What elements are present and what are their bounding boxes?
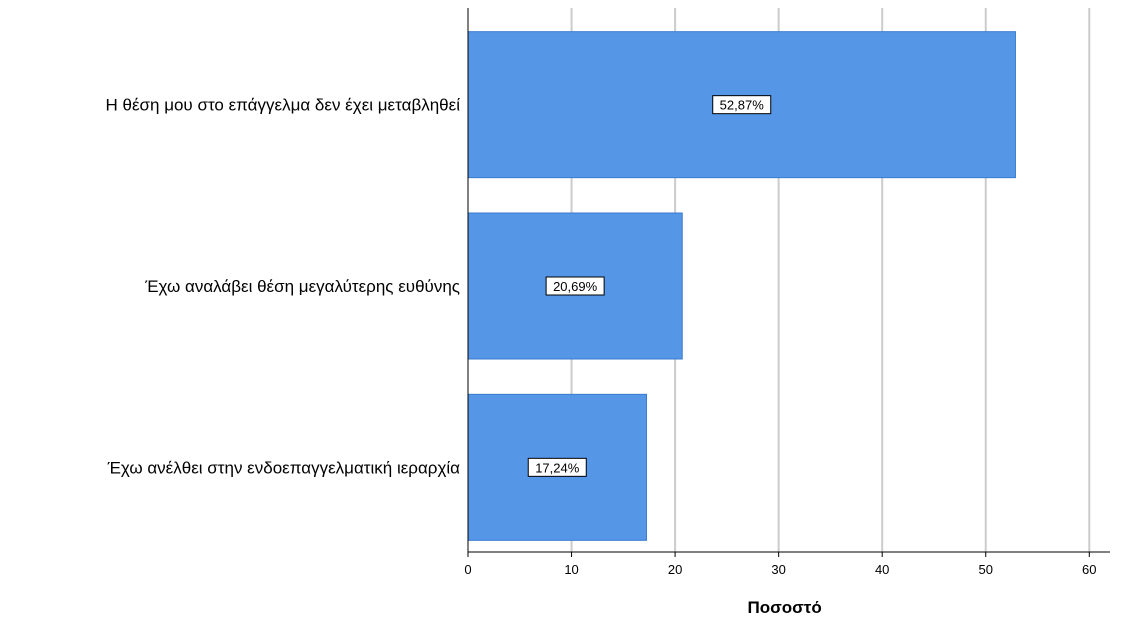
- data-label-2: 20,69%: [545, 276, 605, 296]
- category-label-1: Η θέση μου στο επάγγελμα δεν έχει μεταβλ…: [105, 96, 460, 115]
- category-label-3: Έχω ανέλθει στην ενδοεπαγγελματική ιεραρ…: [107, 458, 461, 477]
- data-label-3: 17,24%: [527, 457, 587, 477]
- data-label-box-2: [545, 276, 605, 296]
- x-tick-label-10: 10: [564, 562, 578, 577]
- category-labels: Η θέση μου στο επάγγελμα δεν έχει μεταβλ…: [105, 96, 460, 478]
- data-labels: 52,87% 20,69% 17,24%: [527, 95, 772, 477]
- x-tick-label-60: 60: [1082, 562, 1096, 577]
- x-tick-label-40: 40: [875, 562, 889, 577]
- x-ticks: 0 10 20 30 40 50 60: [464, 552, 1097, 577]
- data-label-text-3: 17,24%: [535, 460, 580, 475]
- x-tick-label-50: 50: [979, 562, 993, 577]
- axes: [467, 8, 1110, 553]
- data-label-box-3: [527, 457, 587, 477]
- data-label-text-1: 52,87%: [720, 98, 765, 113]
- category-label-2: Έχω αναλάβει θέση μεγαλύτερης ευθύνης: [144, 277, 460, 296]
- x-axis-title: Ποσοστό: [748, 598, 822, 617]
- data-label-1: 52,87%: [712, 95, 772, 115]
- data-label-box-1: [712, 95, 772, 115]
- x-tick-label-30: 30: [771, 562, 785, 577]
- x-tick-label-0: 0: [464, 562, 471, 577]
- x-tick-label-20: 20: [668, 562, 682, 577]
- bars: [467, 31, 1016, 541]
- data-label-text-2: 20,69%: [553, 279, 598, 294]
